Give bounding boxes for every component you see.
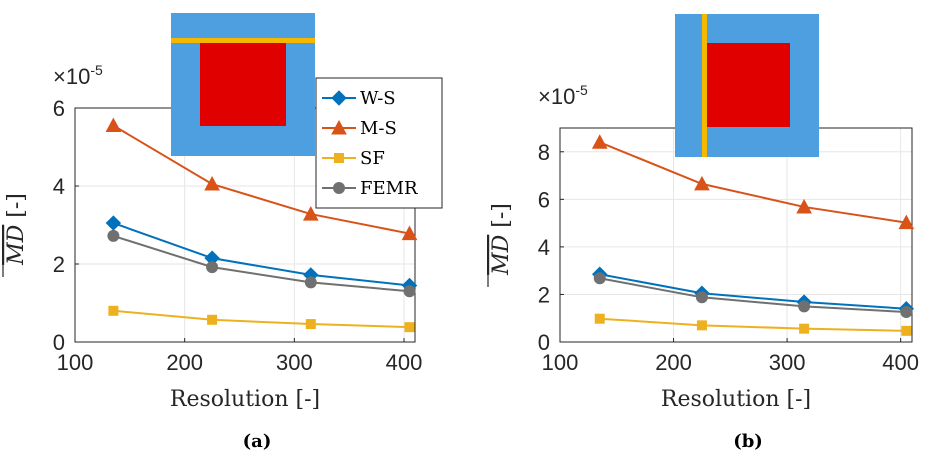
data-point-femr	[107, 229, 120, 242]
inset-bar	[702, 14, 707, 157]
x-tick-label: 400	[882, 350, 919, 375]
data-point-m-s	[591, 134, 608, 149]
chart-panel-2: 100 200 300 400 0 2 4 6 8 ×10-5 Resolution [-] MD […	[487, 14, 919, 452]
data-point-femr	[206, 261, 219, 274]
x-tick-label: 200	[166, 350, 203, 375]
data-point-m-s	[204, 175, 220, 191]
data-point-m-s	[401, 225, 418, 241]
data-point-m-s	[796, 198, 812, 214]
data-point-femr	[900, 306, 913, 319]
y-tick-label: 2	[538, 282, 550, 307]
series-line-sf	[599, 317, 907, 332]
x-tick-label: 100	[57, 350, 94, 375]
x-axis-label: Resolution [-]	[170, 387, 320, 412]
data-point-sf	[207, 314, 218, 325]
x-tick-label: 200	[655, 350, 692, 375]
x-tick-label: 400	[386, 350, 423, 375]
legend-entry-label: SF	[360, 148, 385, 169]
x-tick-label: 100	[542, 350, 579, 375]
series-line-femr	[599, 277, 907, 314]
legend-swatch-marker	[334, 153, 344, 163]
x-tick-label: 300	[276, 350, 313, 375]
data-point-femr	[798, 300, 811, 313]
series-line-femr	[113, 234, 410, 293]
data-point-sf	[901, 325, 912, 336]
data-point-w-s	[105, 215, 122, 231]
y-axis-label-text: MD [-]	[4, 193, 29, 266]
y-tick-label: 4	[538, 235, 550, 260]
inset-illustration	[675, 14, 819, 157]
data-point-m-s	[898, 214, 915, 230]
data-point-sf	[108, 305, 119, 316]
x-axis-label: Resolution [-]	[661, 387, 811, 412]
chart-panel-1: 100 200 300 400 0 2 4 6 ×10-5 Resolution [-] MD [-…	[2, 13, 443, 452]
inset-bar	[171, 38, 315, 43]
data-point-sf	[594, 313, 605, 324]
data-point-sf	[305, 319, 316, 330]
panel-caption: (b)	[733, 431, 763, 452]
legend-swatch-marker	[333, 182, 345, 194]
data-point-m-s	[694, 175, 710, 191]
panel-caption: (a)	[243, 431, 272, 452]
data-point-femr	[304, 276, 317, 289]
data-point-sf	[799, 323, 810, 334]
legend-entry-label: M-S	[360, 118, 397, 139]
y-axis-label-text: MD [-]	[489, 203, 514, 276]
exponent-label: ×10-5	[538, 82, 588, 109]
legend-entry-label: W-S	[360, 88, 396, 109]
data-point-m-s	[105, 117, 122, 133]
legend-entry-label: FEMR	[360, 178, 418, 199]
inset-square	[200, 42, 286, 126]
legend: W-S M-S SF FEMR	[315, 77, 443, 209]
y-tick-label: 8	[538, 140, 550, 165]
data-point-femr	[593, 272, 606, 285]
data-point-femr	[695, 291, 708, 304]
series-line-w-s	[599, 273, 907, 310]
inset-illustration	[171, 13, 315, 156]
y-tick-label: 2	[53, 252, 65, 277]
y-tick-label: 6	[538, 187, 550, 212]
y-axis-label: MD [-]	[487, 203, 514, 287]
legend-swatch-marker	[331, 90, 347, 106]
inset-square	[704, 43, 790, 127]
x-tick-label: 300	[769, 350, 806, 375]
y-tick-label: 6	[53, 96, 65, 121]
data-point-sf	[404, 322, 415, 333]
series-line-m-s	[112, 124, 410, 235]
series-line-sf	[113, 309, 410, 329]
series-line-w-s	[113, 222, 410, 287]
exponent-label: ×10-5	[53, 62, 103, 89]
data-point-femr	[403, 285, 416, 298]
data-point-sf	[696, 320, 707, 331]
y-tick-label: 4	[53, 174, 65, 199]
y-tick-label: 0	[538, 330, 550, 355]
data-point-m-s	[302, 206, 319, 221]
y-tick-label: 0	[53, 330, 65, 355]
series-line-m-s	[599, 141, 907, 224]
legend-swatch-marker	[331, 119, 347, 135]
y-axis-label: MD [-]	[2, 193, 29, 277]
